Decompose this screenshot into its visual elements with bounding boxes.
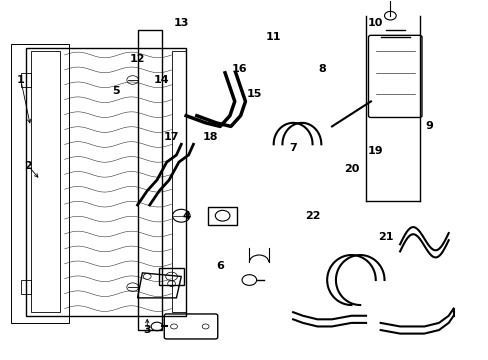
Text: 11: 11 [265, 32, 281, 42]
Text: 22: 22 [304, 211, 320, 221]
Text: 20: 20 [343, 164, 358, 174]
Text: 1: 1 [17, 75, 25, 85]
Text: 2: 2 [24, 161, 32, 171]
Text: 18: 18 [203, 132, 218, 142]
Text: 6: 6 [216, 261, 224, 271]
Text: 4: 4 [182, 211, 190, 221]
Bar [207, 207, 237, 225]
Text: 13: 13 [173, 18, 188, 28]
Bar [159, 267, 183, 285]
Text: 12: 12 [129, 54, 145, 64]
Text: 3: 3 [143, 325, 151, 335]
Text: 15: 15 [246, 89, 262, 99]
Text: 17: 17 [163, 132, 179, 142]
Text: 16: 16 [231, 64, 247, 74]
Text: 7: 7 [289, 143, 296, 153]
Text: 21: 21 [377, 232, 392, 242]
Text: 14: 14 [154, 75, 169, 85]
Text: 19: 19 [367, 147, 383, 157]
Text: 9: 9 [425, 121, 432, 131]
Text: 5: 5 [112, 86, 119, 96]
Text: 10: 10 [367, 18, 383, 28]
Text: 8: 8 [318, 64, 325, 74]
